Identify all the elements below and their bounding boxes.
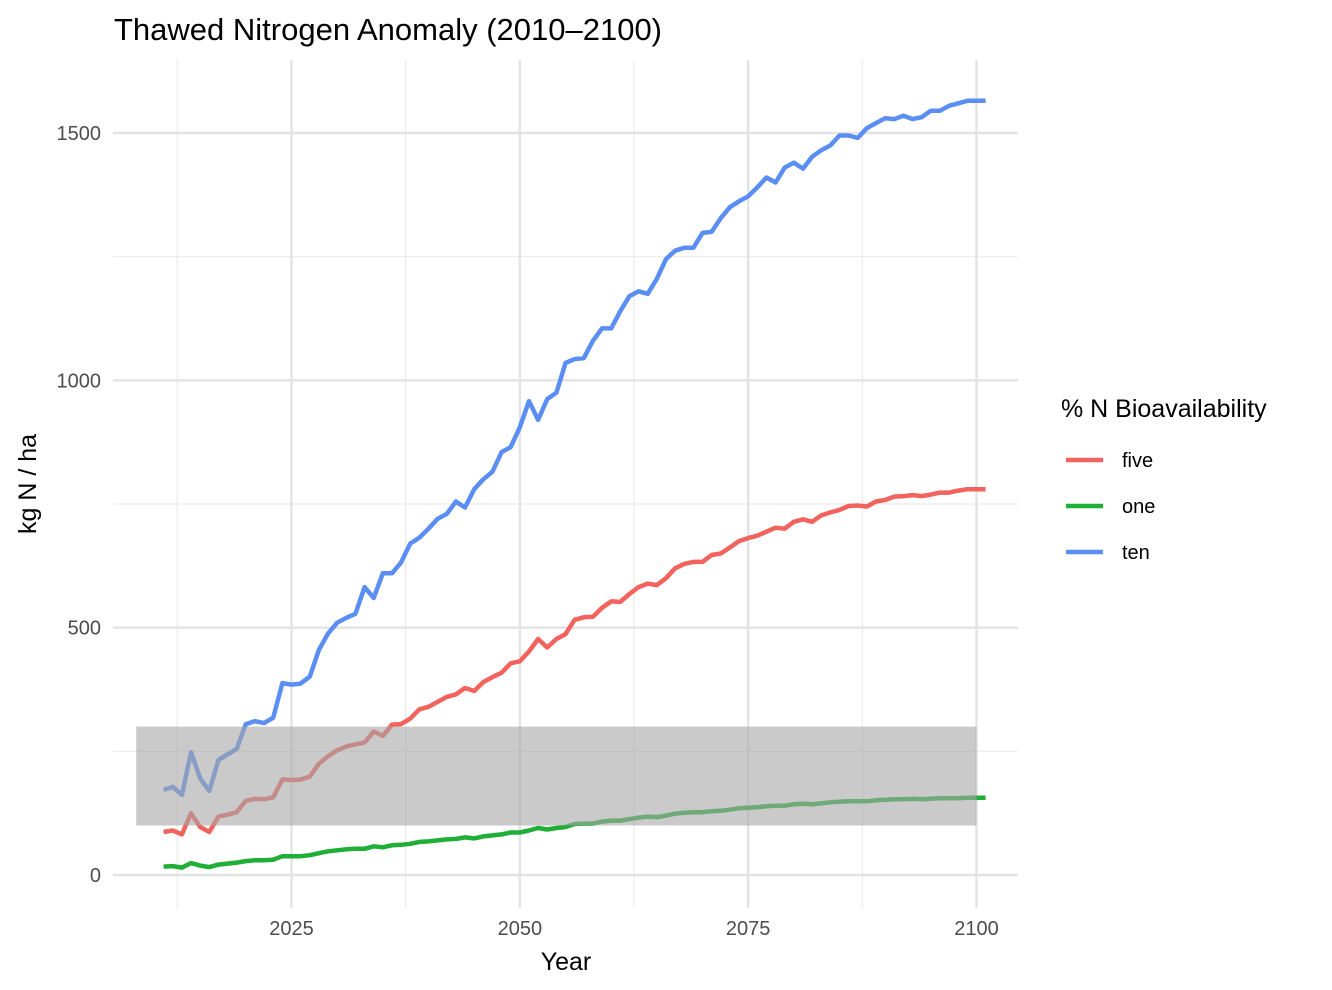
y-tick-label: 1500: [57, 123, 102, 145]
legend-label-five: five: [1122, 450, 1153, 472]
x-tick-label: 2050: [498, 918, 543, 940]
x-tick-label: 2075: [726, 918, 771, 940]
y-tick-label: 0: [90, 865, 101, 887]
x-axis-title: Year: [541, 948, 592, 976]
legend-label-one: one: [1122, 496, 1155, 518]
legend: % N Bioavailability five one ten: [1061, 395, 1267, 564]
chart-title: Thawed Nitrogen Anomaly (2010–2100): [114, 12, 662, 47]
legend-title: % N Bioavailability: [1061, 395, 1267, 423]
y-axis-title: kg N / ha: [14, 434, 42, 534]
legend-label-ten: ten: [1122, 542, 1150, 564]
series-line-ten: [162, 98, 986, 798]
legend-items: five one ten: [1066, 450, 1155, 564]
x-tick-label: 2025: [269, 918, 314, 940]
y-tick-labels: 0 500 1000 1500: [57, 123, 102, 887]
x-tick-labels: 2025 2050 2075 2100: [269, 918, 999, 940]
y-tick-label: 1000: [57, 370, 102, 392]
x-tick-label: 2100: [954, 918, 999, 940]
y-tick-label: 500: [68, 618, 101, 640]
shaded-band: [136, 726, 977, 826]
